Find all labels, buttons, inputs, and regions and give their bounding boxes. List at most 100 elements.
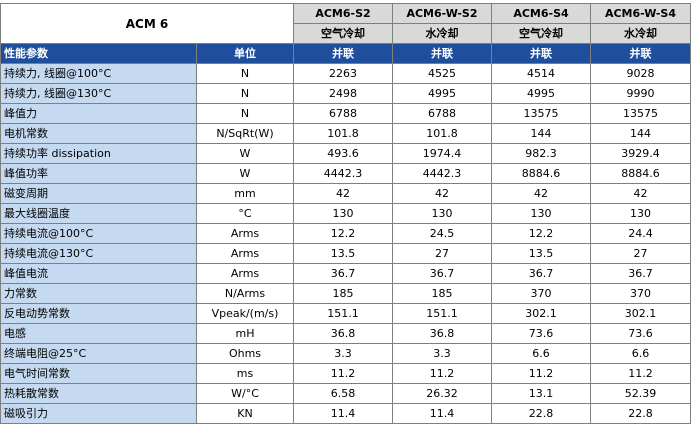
- value-cell: 11.4: [293, 403, 393, 424]
- param-label: 磁变周期: [0, 183, 197, 204]
- value-cell: 42: [590, 183, 691, 204]
- unit-cell: N/SqRt(W): [196, 123, 294, 144]
- unit-cell: N: [196, 83, 294, 104]
- unit-cell: mm: [196, 183, 294, 204]
- connection-type: 并联: [392, 43, 492, 64]
- value-cell: 2498: [293, 83, 393, 104]
- value-cell: 144: [491, 123, 591, 144]
- value-cell: 6788: [392, 103, 492, 124]
- value-cell: 3929.4: [590, 143, 691, 164]
- value-cell: 73.6: [491, 323, 591, 344]
- connection-type: 并联: [491, 43, 591, 64]
- value-cell: 6.6: [590, 343, 691, 364]
- value-cell: 101.8: [392, 123, 492, 144]
- value-cell: 13.5: [491, 243, 591, 264]
- value-cell: 42: [392, 183, 492, 204]
- param-label: 持续功率 dissipation: [0, 143, 197, 164]
- value-cell: 36.8: [392, 323, 492, 344]
- value-cell: 2263: [293, 63, 393, 84]
- value-cell: 13.1: [491, 383, 591, 404]
- value-cell: 22.8: [590, 403, 691, 424]
- cooling-type: 空气冷却: [491, 23, 591, 44]
- param-label: 力常数: [0, 283, 197, 304]
- param-label: 峰值功率: [0, 163, 197, 184]
- unit-cell: Vpeak/(m/s): [196, 303, 294, 324]
- param-label: 峰值电流: [0, 263, 197, 284]
- value-cell: 130: [590, 203, 691, 224]
- value-cell: 24.5: [392, 223, 492, 244]
- cooling-type: 空气冷却: [293, 23, 393, 44]
- value-cell: 3.3: [293, 343, 393, 364]
- unit-cell: Arms: [196, 243, 294, 264]
- unit-cell: mH: [196, 323, 294, 344]
- value-cell: 13575: [491, 103, 591, 124]
- value-cell: 9028: [590, 63, 691, 84]
- unit-cell: N: [196, 103, 294, 124]
- param-label: 电感: [0, 323, 197, 344]
- value-cell: 151.1: [293, 303, 393, 324]
- value-cell: 13575: [590, 103, 691, 124]
- value-cell: 4442.3: [293, 163, 393, 184]
- table-row: 终端电阻@25°C Ohms 3.3 3.3 6.6 6.6: [0, 343, 691, 364]
- value-cell: 130: [491, 203, 591, 224]
- table-row: 电机常数 N/SqRt(W) 101.8 101.8 144 144: [0, 123, 691, 144]
- model-name: ACM6-S2: [293, 3, 393, 24]
- value-cell: 42: [491, 183, 591, 204]
- value-cell: 151.1: [392, 303, 492, 324]
- value-cell: 24.4: [590, 223, 691, 244]
- value-cell: 4514: [491, 63, 591, 84]
- param-label: 磁吸引力: [0, 403, 197, 424]
- value-cell: 101.8: [293, 123, 393, 144]
- value-cell: 42: [293, 183, 393, 204]
- value-cell: 11.4: [392, 403, 492, 424]
- param-label: 电气时间常数: [0, 363, 197, 384]
- value-cell: 36.7: [491, 263, 591, 284]
- value-cell: 4442.3: [392, 163, 492, 184]
- value-cell: 185: [293, 283, 393, 304]
- value-cell: 11.2: [392, 363, 492, 384]
- table-row: 磁变周期 mm 42 42 42 42: [0, 183, 691, 204]
- value-cell: 4525: [392, 63, 492, 84]
- model-row: ACM 6 ACM6-S2 ACM6-W-S2 ACM6-S4 ACM6-W-S…: [0, 3, 691, 44]
- value-cell: 3.3: [392, 343, 492, 364]
- param-label: 终端电阻@25°C: [0, 343, 197, 364]
- unit-cell: W/°C: [196, 383, 294, 404]
- cooling-type: 水冷却: [392, 23, 492, 44]
- value-cell: 12.2: [491, 223, 591, 244]
- value-cell: 493.6: [293, 143, 393, 164]
- table-row: 峰值电流 Arms 36.7 36.7 36.7 36.7: [0, 263, 691, 284]
- param-label: 最大线圈温度: [0, 203, 197, 224]
- value-cell: 302.1: [491, 303, 591, 324]
- unit-cell: ms: [196, 363, 294, 384]
- unit-header: 单位: [196, 43, 294, 64]
- unit-cell: N/Arms: [196, 283, 294, 304]
- table-row: 持续电流@130°C Arms 13.5 27 13.5 27: [0, 243, 691, 264]
- param-header: 性能参数: [0, 43, 197, 64]
- unit-cell: W: [196, 143, 294, 164]
- value-cell: 11.2: [590, 363, 691, 384]
- model-name: ACM6-W-S4: [590, 3, 691, 24]
- param-label: 持续电流@130°C: [0, 243, 197, 264]
- value-cell: 13.5: [293, 243, 393, 264]
- connection-type: 并联: [590, 43, 691, 64]
- param-label: 热耗散常数: [0, 383, 197, 404]
- table-row: 持续力, 线圈@100°C N 2263 4525 4514 9028: [0, 63, 691, 84]
- spec-table: ACM 6 ACM6-S2 ACM6-W-S2 ACM6-S4 ACM6-W-S…: [0, 3, 691, 424]
- value-cell: 185: [392, 283, 492, 304]
- value-cell: 73.6: [590, 323, 691, 344]
- value-cell: 130: [392, 203, 492, 224]
- table-row: 热耗散常数 W/°C 6.58 26.32 13.1 52.39: [0, 383, 691, 404]
- value-cell: 6.6: [491, 343, 591, 364]
- unit-cell: Ohms: [196, 343, 294, 364]
- unit-cell: KN: [196, 403, 294, 424]
- param-label: 持续力, 线圈@100°C: [0, 63, 197, 84]
- value-cell: 27: [392, 243, 492, 264]
- value-cell: 8884.6: [590, 163, 691, 184]
- param-label: 持续电流@100°C: [0, 223, 197, 244]
- table-row: 电感 mH 36.8 36.8 73.6 73.6: [0, 323, 691, 344]
- value-cell: 6.58: [293, 383, 393, 404]
- value-cell: 12.2: [293, 223, 393, 244]
- value-cell: 11.2: [491, 363, 591, 384]
- value-cell: 36.8: [293, 323, 393, 344]
- value-cell: 26.32: [392, 383, 492, 404]
